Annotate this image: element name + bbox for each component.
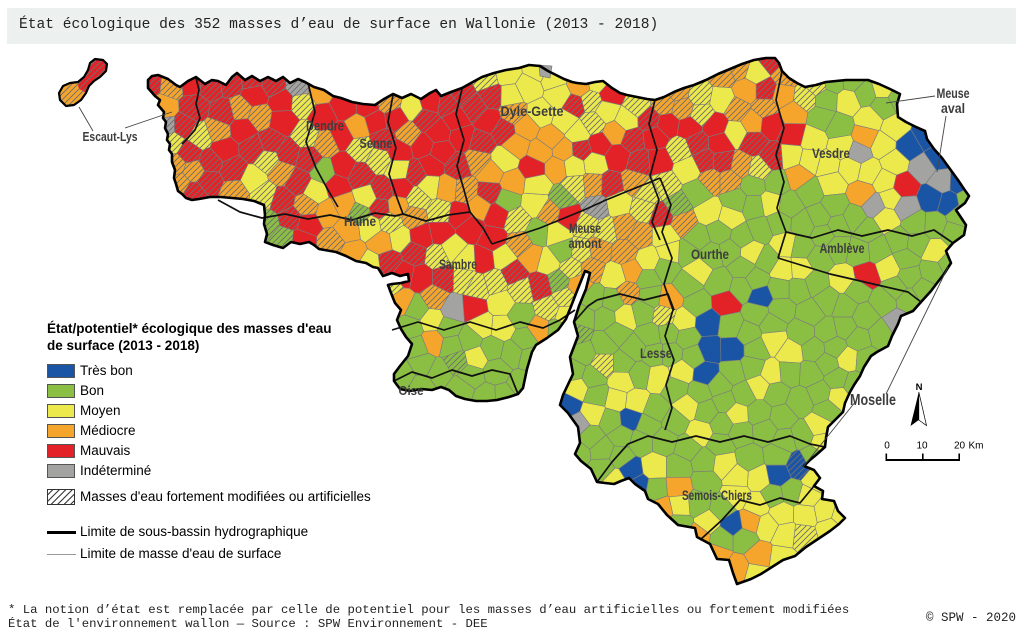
svg-text:aval: aval (941, 101, 965, 116)
svg-text:Km: Km (969, 441, 984, 452)
svg-text:Ourthe: Ourthe (691, 247, 729, 262)
svg-text:Senne: Senne (360, 136, 393, 151)
svg-text:10: 10 (916, 441, 928, 452)
svg-text:Meuse: Meuse (569, 221, 601, 236)
svg-text:Dyle-Gette: Dyle-Gette (501, 104, 564, 119)
svg-text:Meuse: Meuse (937, 86, 970, 101)
svg-text:Vesdre: Vesdre (812, 146, 850, 161)
svg-text:Semois-Chiers: Semois-Chiers (682, 488, 752, 503)
svg-text:Amblève: Amblève (820, 241, 865, 256)
svg-text:Oise: Oise (399, 384, 424, 398)
svg-text:Dendre: Dendre (306, 119, 344, 134)
svg-text:Escaut-Lys: Escaut-Lys (83, 129, 138, 144)
svg-text:Sambre: Sambre (439, 257, 477, 272)
svg-text:Haine: Haine (344, 214, 376, 229)
svg-text:20: 20 (954, 441, 966, 452)
svg-text:0: 0 (884, 441, 890, 452)
svg-text:N: N (916, 382, 923, 393)
svg-text:Moselle: Moselle (850, 392, 896, 409)
svg-text:Lesse: Lesse (640, 346, 672, 361)
svg-text:amont: amont (569, 236, 602, 251)
